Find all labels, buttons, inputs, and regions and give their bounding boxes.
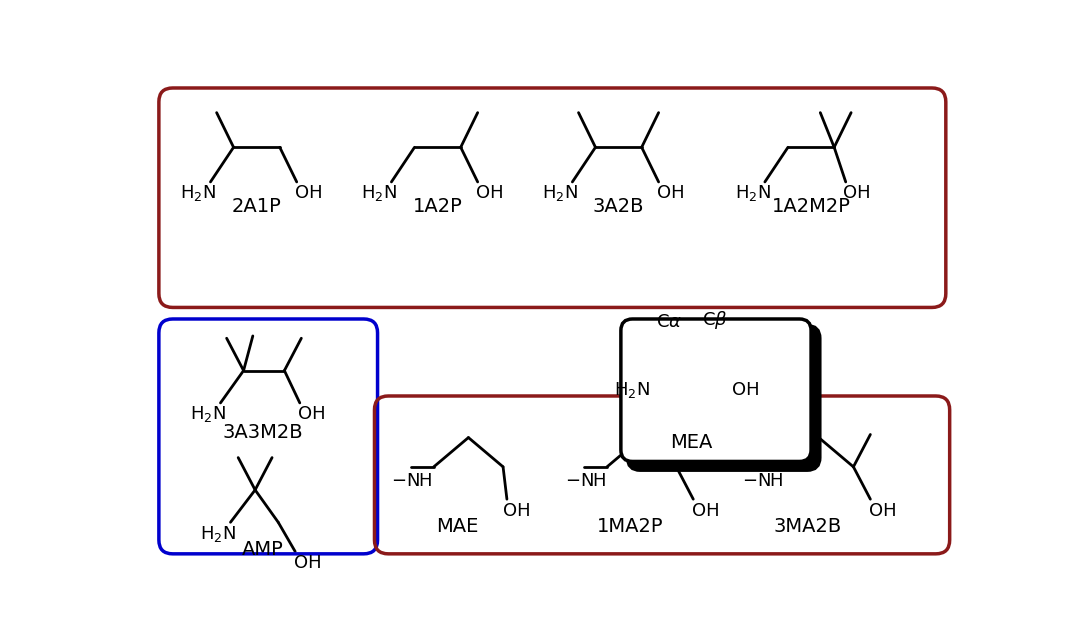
Text: 3MA2B: 3MA2B xyxy=(773,517,841,536)
Text: OH: OH xyxy=(295,185,323,203)
Text: OH: OH xyxy=(657,185,685,203)
Text: 3A2B: 3A2B xyxy=(592,197,644,216)
Text: 3A3M2B: 3A3M2B xyxy=(223,423,303,441)
Text: 2A1P: 2A1P xyxy=(232,197,281,216)
Text: 1A2P: 1A2P xyxy=(412,197,462,216)
Text: H$_2$N: H$_2$N xyxy=(735,183,770,203)
Text: H$_2$N: H$_2$N xyxy=(180,183,216,203)
Text: OH: OH xyxy=(691,502,719,520)
Text: H$_2$N: H$_2$N xyxy=(542,183,578,203)
Text: OH: OH xyxy=(298,406,326,424)
FancyBboxPatch shape xyxy=(629,327,819,469)
Text: H$_2$N: H$_2$N xyxy=(361,183,397,203)
FancyBboxPatch shape xyxy=(620,319,811,461)
Text: $\mathregular{-}$NH: $\mathregular{-}$NH xyxy=(742,471,783,490)
Text: OH: OH xyxy=(843,185,871,203)
Text: C$\alpha$: C$\alpha$ xyxy=(656,313,682,331)
Text: $\mathregular{-}$NH: $\mathregular{-}$NH xyxy=(391,471,433,490)
Text: 1A2M2P: 1A2M2P xyxy=(771,197,851,216)
Text: AMP: AMP xyxy=(242,540,283,559)
Text: MAE: MAE xyxy=(436,517,478,536)
Text: OH: OH xyxy=(731,381,759,399)
Text: OH: OH xyxy=(503,502,531,520)
Text: 1MA2P: 1MA2P xyxy=(597,517,663,536)
Text: OH: OH xyxy=(869,502,896,520)
Text: OH: OH xyxy=(476,185,504,203)
Text: MEA: MEA xyxy=(671,433,713,452)
Text: H$_2$N: H$_2$N xyxy=(191,404,226,424)
Text: OH: OH xyxy=(294,554,321,572)
Text: H$_2$N: H$_2$N xyxy=(614,380,649,400)
Text: $\mathregular{-}$NH: $\mathregular{-}$NH xyxy=(564,471,606,490)
Text: C$\beta$: C$\beta$ xyxy=(702,308,728,331)
Text: H$_2$N: H$_2$N xyxy=(200,524,236,544)
